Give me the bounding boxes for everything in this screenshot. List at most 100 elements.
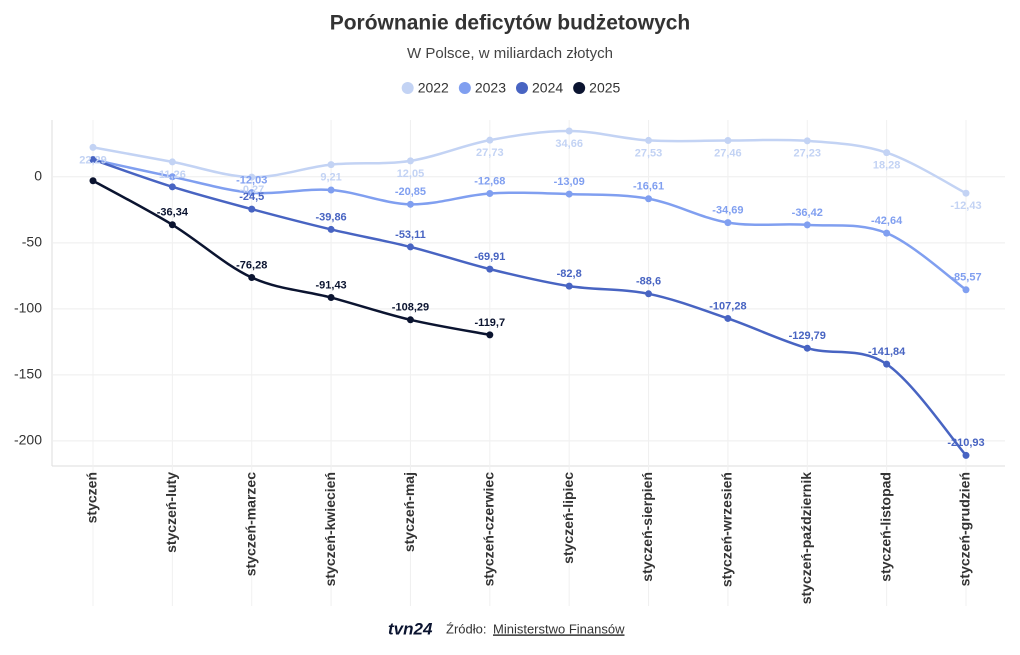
data-point	[962, 189, 970, 197]
data-label: 27,46	[714, 147, 742, 159]
data-point	[168, 183, 176, 191]
data-point	[327, 294, 335, 302]
data-label: -42,64	[871, 215, 903, 227]
legend-label: 2023	[475, 80, 506, 96]
data-point	[803, 221, 811, 229]
data-point	[486, 136, 494, 144]
data-label: -119,7	[475, 317, 506, 329]
data-point	[803, 344, 811, 352]
data-point	[486, 265, 494, 273]
data-label: -82,8	[557, 268, 582, 280]
data-point	[327, 225, 335, 233]
data-label: 18,28	[873, 160, 901, 172]
data-point	[565, 190, 573, 198]
x-tick-label: styczeń-luty	[163, 472, 179, 553]
data-label: -20,85	[395, 186, 426, 198]
x-tick-label: styczeń-grudzień	[957, 472, 973, 586]
chart-title: Porównanie deficytów budżetowych	[330, 12, 691, 35]
data-point	[883, 360, 891, 368]
legend-label: 2024	[532, 80, 563, 96]
y-tick-label: 0	[34, 167, 42, 183]
data-label: -16,61	[633, 181, 664, 193]
logo: tvn24	[388, 619, 433, 638]
data-point	[248, 274, 256, 282]
data-label: -13,09	[554, 176, 585, 188]
data-label: 34,66	[555, 138, 583, 150]
data-label: -12,43	[950, 200, 981, 212]
data-label: 11,26	[159, 169, 186, 181]
data-point	[803, 137, 811, 145]
data-label: -24,5	[239, 191, 264, 203]
x-tick-label: styczeń-kwiecień	[322, 472, 338, 586]
data-label: -91,43	[315, 279, 346, 291]
data-label: 9,21	[320, 172, 341, 184]
source[interactable]: Ministerstwo Finansów	[493, 621, 625, 636]
legend-item: 2023	[458, 80, 506, 96]
x-tick-label: styczeń-lipiec	[560, 472, 576, 564]
data-point	[565, 127, 573, 135]
data-label: -39,86	[315, 211, 346, 223]
data-point	[724, 219, 732, 227]
data-label: -141,84	[868, 346, 906, 358]
data-point	[565, 282, 573, 290]
data-label: 27,73	[476, 147, 504, 159]
data-point	[486, 331, 494, 339]
legend-swatch	[458, 82, 471, 94]
legend-item: 2024	[516, 80, 563, 96]
y-tick-label: -200	[14, 432, 42, 448]
x-tick-label: styczeń-czerwiec	[481, 472, 497, 587]
data-label: -88,6	[636, 276, 661, 288]
data-point	[962, 286, 970, 294]
data-point	[248, 189, 256, 197]
legend-label: 2025	[589, 80, 620, 96]
data-point	[89, 177, 97, 185]
data-label: -53,11	[395, 229, 426, 241]
data-label: -36,34	[157, 207, 189, 219]
source-label: Źródło:	[446, 621, 486, 636]
legend-item: 2025	[573, 80, 621, 96]
data-point	[883, 229, 891, 237]
data-point	[406, 200, 414, 208]
data-point	[406, 316, 414, 324]
series-line	[92, 158, 967, 457]
data-point	[883, 149, 891, 157]
legend-item: 2022	[401, 80, 449, 96]
y-tick-label: -100	[14, 300, 42, 316]
data-label: -36,42	[792, 207, 823, 219]
y-tick-label: -50	[22, 234, 42, 250]
data-point	[486, 190, 494, 198]
data-point	[406, 157, 414, 165]
x-tick-label: styczeń-marzec	[242, 472, 258, 576]
data-point	[89, 156, 97, 164]
legend-label: 2022	[418, 80, 449, 96]
source-link[interactable]: Ministerstwo Finansów	[493, 621, 625, 636]
x-tick-label: styczeń-maj	[401, 472, 417, 552]
data-label: -108,29	[392, 302, 429, 314]
data-point	[327, 161, 335, 169]
x-tick-label: styczeń-listopad	[877, 472, 893, 582]
data-point	[168, 173, 176, 181]
series-line	[92, 129, 967, 195]
data-label: -85,57	[950, 272, 981, 284]
data-label: 27,23	[794, 148, 822, 160]
x-tick-label: styczeń-sierpień	[639, 472, 655, 582]
legend-swatch	[573, 82, 586, 94]
data-point	[89, 143, 97, 151]
legend: 2022 2023 2024 2025	[401, 80, 621, 96]
data-label: -129,79	[789, 330, 826, 342]
data-point	[645, 136, 653, 144]
data-point	[724, 137, 732, 145]
x-tick-label: styczeń-październik	[798, 472, 814, 604]
data-label: -210,93	[947, 437, 984, 449]
chart-subtitle: W Polsce, w miliardach złotych	[407, 45, 613, 62]
data-label: 27,53	[635, 147, 663, 159]
data-point	[724, 314, 732, 322]
data-label: -69,91	[474, 251, 505, 263]
legend-swatch	[516, 82, 528, 94]
data-label: -34,69	[712, 205, 743, 217]
data-point	[406, 243, 414, 251]
data-label: -107,28	[709, 300, 746, 312]
data-point	[645, 290, 653, 298]
data-label: -12,68	[474, 175, 505, 187]
data-point	[962, 451, 970, 459]
